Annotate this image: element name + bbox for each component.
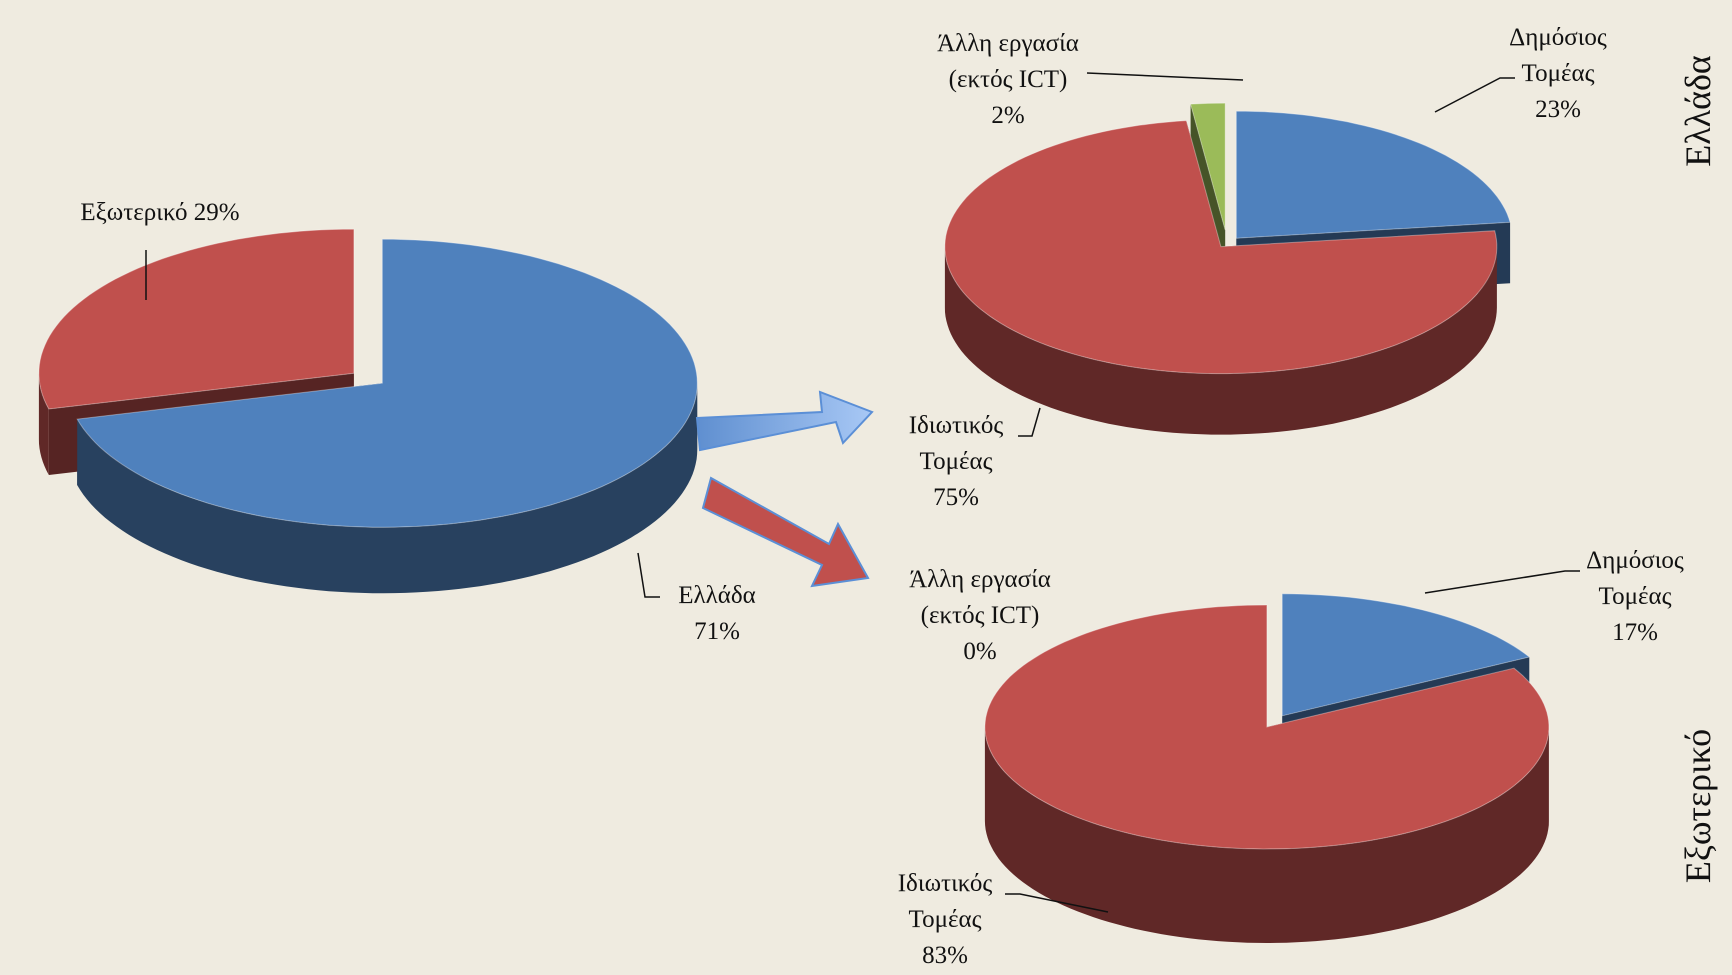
slice (984, 604, 1550, 850)
slice (38, 228, 355, 410)
slice-label: Άλλη εργασία (εκτός ICT) 2% (937, 30, 1079, 129)
slice-label: Ιδιωτικός Τομέας 75% (908, 412, 1004, 511)
leader (1086, 72, 1244, 81)
slice-side (77, 383, 698, 594)
slice-side (944, 246, 1497, 435)
leader (1424, 570, 1580, 594)
slice-label: Ελλάδα 71% (678, 582, 756, 645)
slice-label: Ιδιωτικός Τομέας 83% (897, 870, 993, 969)
leader (1434, 77, 1515, 113)
leader (637, 552, 660, 598)
slice-label: Δημόσιος Τομέας 23% (1509, 24, 1607, 123)
chart-title: Ελλάδα (1678, 55, 1718, 167)
leader (1005, 893, 1109, 913)
slice (1281, 593, 1531, 717)
leader (1018, 407, 1041, 437)
slice-side (984, 727, 1549, 943)
arrow-red (701, 476, 870, 588)
chart-title: Εξωτερικό (1678, 728, 1718, 884)
slice-label: Άλλη εργασία (εκτός ICT) 0% (909, 566, 1051, 665)
leader-lines (145, 72, 1580, 913)
slice (1235, 110, 1511, 239)
slice-label: Δημόσιος Τομέας 17% (1586, 547, 1684, 646)
slice-side (38, 373, 49, 475)
arrow-blue (695, 390, 874, 452)
slice-label: Εξωτερικό 29% (80, 199, 240, 226)
pies (38, 102, 1550, 943)
slice (1189, 102, 1226, 231)
slice (944, 120, 1498, 375)
slice (76, 238, 698, 528)
